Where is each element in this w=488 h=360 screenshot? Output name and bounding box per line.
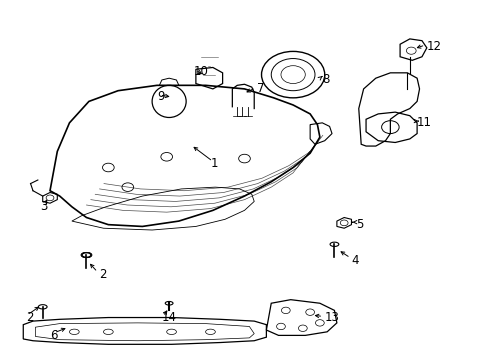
Text: 10: 10: [193, 64, 208, 77]
Text: 11: 11: [416, 116, 431, 129]
Text: 2: 2: [99, 268, 106, 281]
Text: 4: 4: [351, 254, 358, 267]
Text: 9: 9: [157, 90, 164, 103]
Text: 12: 12: [426, 40, 441, 53]
Text: 14: 14: [162, 311, 177, 324]
Text: 1: 1: [210, 157, 218, 170]
Text: 2: 2: [26, 311, 33, 324]
Text: 5: 5: [356, 218, 363, 231]
Text: 8: 8: [322, 73, 329, 86]
Text: 6: 6: [50, 329, 58, 342]
Text: 3: 3: [40, 200, 47, 213]
Text: 7: 7: [256, 82, 264, 95]
Text: 13: 13: [324, 311, 339, 324]
